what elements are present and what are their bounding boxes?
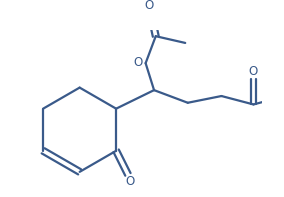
Text: O: O: [125, 176, 134, 189]
Text: O: O: [144, 0, 154, 11]
Text: O: O: [133, 56, 143, 69]
Text: O: O: [249, 65, 258, 78]
